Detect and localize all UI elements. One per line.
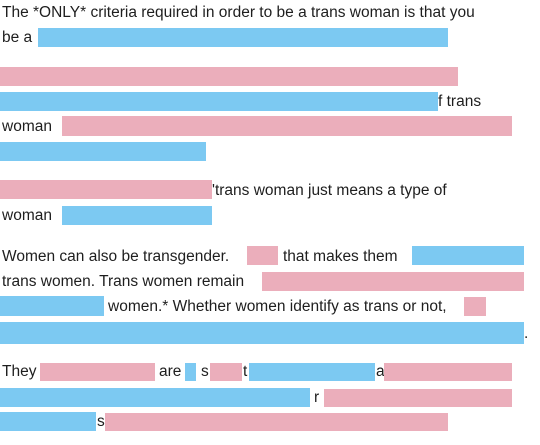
text: t: [243, 363, 248, 380]
text: are: [159, 363, 181, 380]
redaction: [0, 92, 438, 111]
text: trans women. Trans women remain: [2, 273, 244, 290]
text: that makes them: [283, 248, 398, 265]
redaction: [324, 389, 512, 407]
redaction: [412, 246, 524, 265]
text: .: [524, 325, 528, 342]
redaction: [262, 272, 524, 291]
text: 'trans woman just means a type of: [212, 182, 447, 199]
redaction: [62, 206, 212, 225]
text: f trans: [438, 93, 481, 110]
text: woman: [1, 207, 52, 224]
text: be a: [2, 29, 33, 46]
redaction: [40, 363, 155, 381]
redaction: [0, 296, 104, 316]
redaction: [0, 412, 96, 431]
text: s: [97, 413, 105, 430]
redaction: [464, 297, 486, 316]
redaction: [0, 388, 310, 407]
redaction: [384, 363, 512, 381]
text: s: [201, 363, 209, 380]
redaction: [0, 322, 524, 344]
text: r: [314, 389, 319, 406]
text: woman: [1, 118, 52, 135]
redaction: [0, 67, 458, 86]
redaction: [185, 363, 196, 381]
redaction: [38, 28, 448, 47]
text: women.* Whether women identify as trans …: [107, 298, 447, 315]
text: a: [376, 363, 385, 380]
text: They: [2, 363, 37, 380]
redaction: [62, 116, 512, 136]
text: Women can also be transgender.: [2, 248, 229, 265]
redaction: [0, 180, 212, 199]
redaction: [249, 363, 375, 381]
text: The *ONLY* criteria required in order to…: [2, 4, 475, 21]
redaction: [210, 363, 242, 381]
redaction: [247, 246, 278, 265]
redaction: [105, 413, 448, 431]
redaction: [0, 142, 206, 161]
